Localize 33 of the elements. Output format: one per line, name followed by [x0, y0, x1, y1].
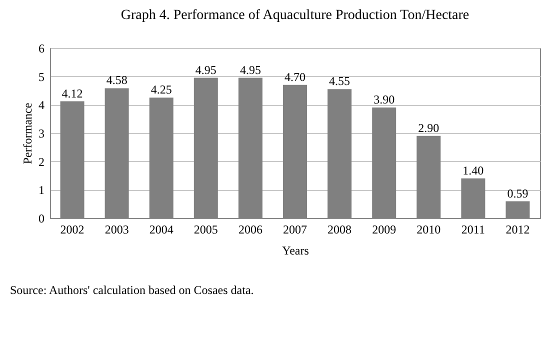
data-label: 4.55	[329, 74, 350, 88]
x-tick-label: 2006	[238, 222, 262, 236]
chart-title: Graph 4. Performance of Aquaculture Production Ton/Hectare	[120, 8, 470, 23]
y-tick-label: 0	[38, 212, 44, 226]
data-label: 4.95	[195, 62, 216, 77]
x-tick-label: 2011	[461, 222, 485, 236]
data-label: 4.58	[106, 73, 128, 88]
x-tick-label: 2012	[506, 222, 530, 236]
y-axis-title: Performance	[20, 102, 34, 164]
y-tick-label: 5	[38, 70, 44, 84]
x-tick-label: 2009	[372, 222, 396, 236]
source-note: Source: Authors' calculation based on Cosaes data.	[10, 283, 254, 297]
x-tick-label: 2008	[328, 222, 352, 236]
y-tick-label: 3	[38, 126, 44, 140]
data-label: 2.90	[418, 120, 440, 135]
y-tick-label: 1	[38, 183, 44, 198]
x-tick-label: 2002	[60, 222, 84, 236]
data-label: 4.70	[284, 70, 306, 84]
data-label: 3.90	[374, 92, 395, 106]
data-label: 4.95	[240, 62, 261, 77]
x-axis-title: Years	[282, 244, 310, 258]
x-tick-label: 2007	[283, 222, 307, 236]
y-tick-label: 2	[38, 154, 44, 169]
data-label: 0.59	[507, 186, 528, 200]
data-label: 1.40	[462, 163, 484, 178]
x-tick-label: 2005	[194, 222, 218, 236]
y-tick-label: 6	[38, 42, 44, 56]
data-label: 4.25	[150, 82, 172, 97]
x-tick-label: 2003	[104, 222, 129, 236]
y-tick-label: 4	[38, 98, 44, 112]
x-tick-label: 2010	[416, 222, 441, 236]
data-label: 4.12	[62, 86, 83, 100]
x-tick-label: 2004	[149, 222, 174, 236]
